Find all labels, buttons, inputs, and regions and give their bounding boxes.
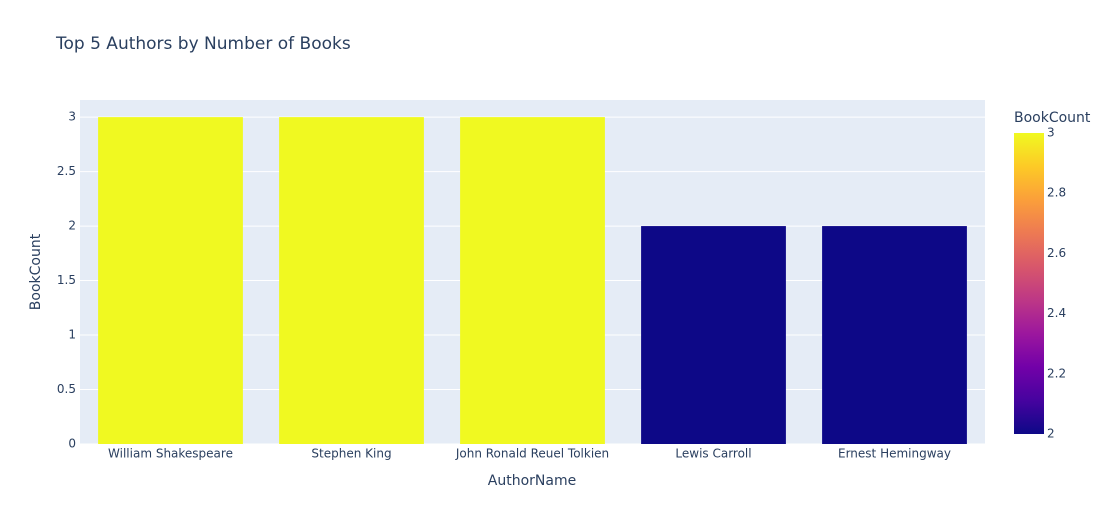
x-tick-label: William Shakespeare xyxy=(108,447,233,461)
y-tick-label: 2 xyxy=(68,219,76,233)
y-tick-label: 0.5 xyxy=(57,382,76,396)
y-tick-label: 3 xyxy=(68,110,76,124)
bar xyxy=(822,226,967,444)
y-tick-label: 1.5 xyxy=(57,273,76,287)
colorbar-tick-label: 2.4 xyxy=(1047,306,1066,320)
chart-title: Top 5 Authors by Number of Books xyxy=(55,34,351,54)
bar xyxy=(279,117,424,444)
y-tick-label: 0 xyxy=(68,437,76,451)
x-tick-label: Lewis Carroll xyxy=(675,447,751,461)
x-axis-title: AuthorName xyxy=(488,473,576,489)
colorbar xyxy=(1014,133,1044,434)
x-tick-label: Ernest Hemingway xyxy=(838,447,951,461)
x-tick-label: John Ronald Reuel Tolkien xyxy=(455,447,609,461)
y-tick-label: 1 xyxy=(68,328,76,342)
colorbar-tick-label: 3 xyxy=(1047,126,1055,140)
bar xyxy=(641,226,786,444)
bar xyxy=(98,117,243,444)
x-tick-label: Stephen King xyxy=(311,447,391,461)
y-axis-title: BookCount xyxy=(28,233,44,310)
colorbar-tick-label: 2.8 xyxy=(1047,186,1066,200)
colorbar-tick-label: 2.2 xyxy=(1047,366,1066,380)
bar xyxy=(460,117,605,444)
colorbar-tick-label: 2.6 xyxy=(1047,246,1066,260)
colorbar-tick-label: 2 xyxy=(1047,427,1055,441)
colorbar-title: BookCount xyxy=(1014,110,1091,126)
y-tick-label: 2.5 xyxy=(57,164,76,178)
